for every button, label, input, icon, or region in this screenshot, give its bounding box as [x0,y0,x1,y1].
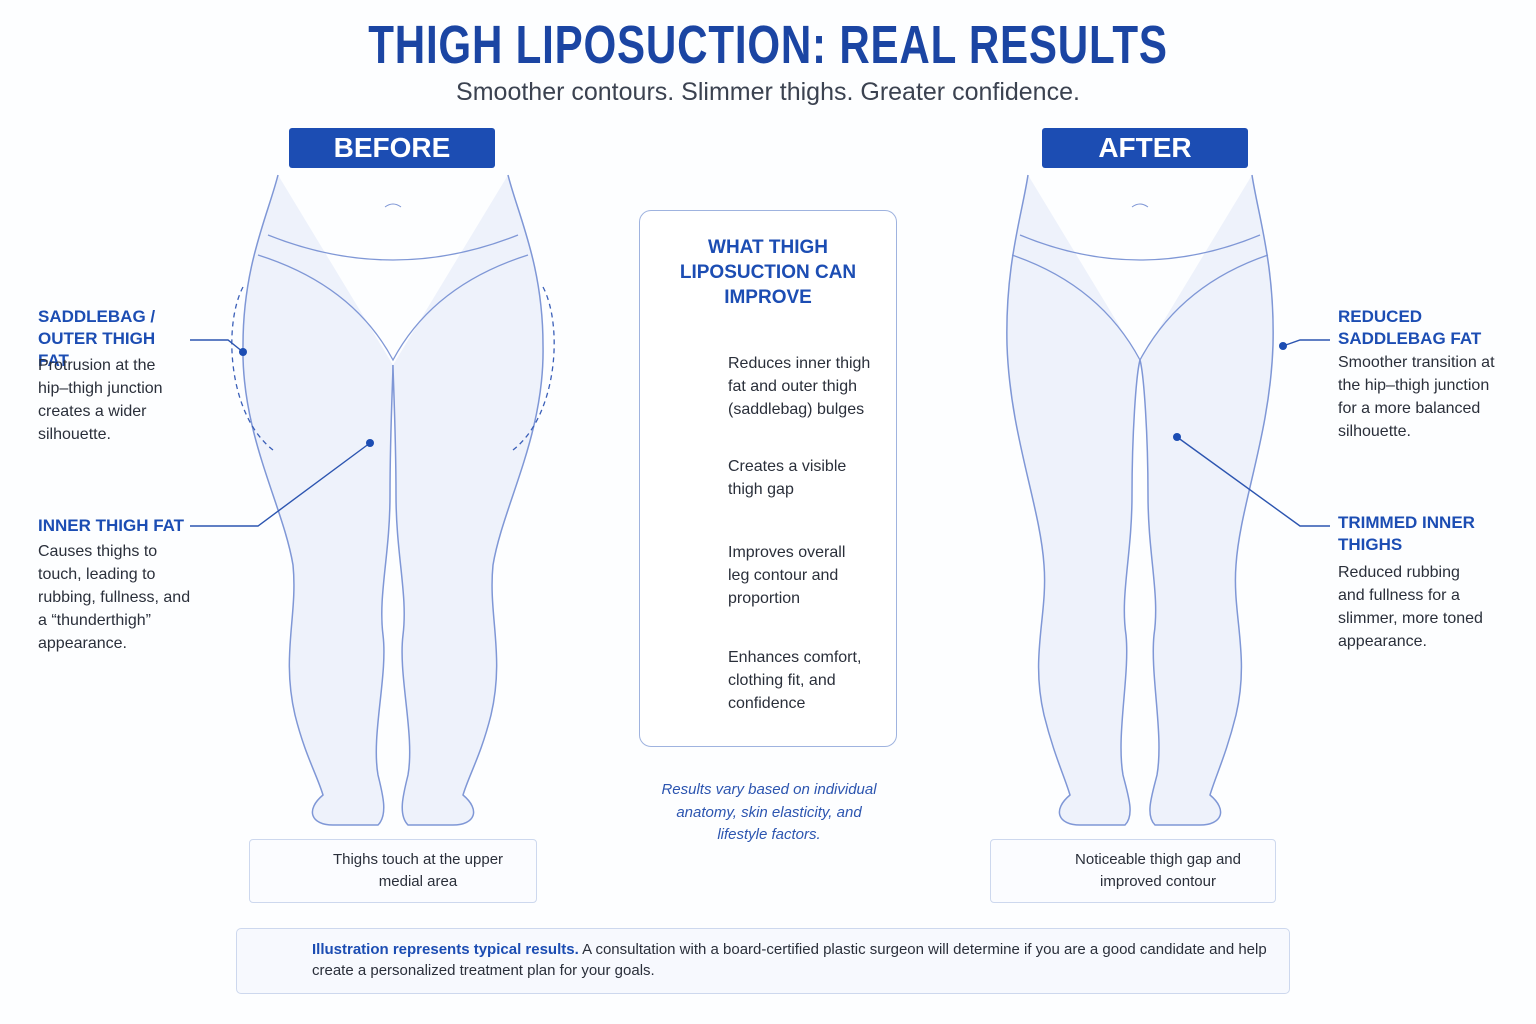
before-status: Thighs touch at the upper medial area [249,839,537,903]
callout-text: Reduced rubbing and fullness for a slimm… [1338,564,1483,650]
status-text: Thighs touch at the upper medial area [332,851,504,890]
disclaimer-text: Illustration represents typical results.… [312,939,1272,981]
before-figure [231,174,555,826]
disclaimer-body: A consultation with a board-certified pl… [312,941,1267,979]
note: Results vary based on individual anatomy… [661,781,877,843]
panel-title: WHAT THIGH LIPOSUCTION CAN IMPROVE [679,237,857,308]
disclaimer-emphasis: Illustration represents typical results. [312,941,579,958]
callout-text: Smoother transition at the hip–thigh jun… [1338,354,1495,440]
callout-title: SADDLEBAG / OUTER THIGH FAT [38,307,156,370]
benefits-panel: WHAT THIGH LIPOSUCTION CAN IMPROVE Reduc… [639,210,897,747]
subtitle: Smoother contours. Slimmer thighs. Great… [456,78,1080,106]
panel-item: Improves overall leg contour and proport… [728,544,846,607]
callout-title: REDUCED SADDLEBAG FAT [1338,307,1482,348]
callout-text: Protrusion at the hip–thigh junction cre… [38,357,163,443]
callout-dots [239,342,1287,447]
after-label: AFTER [1042,128,1248,168]
panel-item: Enhances comfort, clothing fit, and conf… [728,649,862,712]
before-label: BEFORE [289,128,495,168]
callout-title: INNER THIGH FAT [38,516,185,535]
callout-text: Causes thighs to touch, leading to rubbi… [38,543,191,652]
panel-item: Reduces inner thigh fat and outer thigh … [728,355,871,418]
after-status: Noticeable thigh gap and improved contou… [990,839,1276,903]
callout-title: TRIMMED INNER THIGHS [1338,513,1475,554]
after-figure [1006,174,1274,826]
callout-lines [190,339,1330,527]
title: THIGH LIPOSUCTION: REAL RESULTS [368,15,1168,75]
panel-item: Creates a visible thigh gap [728,458,847,498]
disclaimer: Illustration represents typical results.… [236,928,1290,994]
status-text: Noticeable thigh gap and improved contou… [1075,851,1241,890]
